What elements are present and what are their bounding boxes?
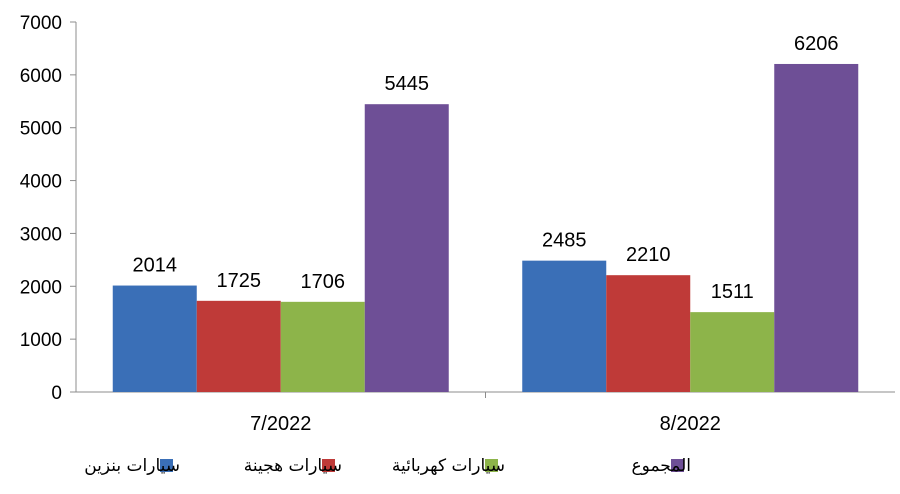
data-label: 5445 xyxy=(385,73,430,95)
y-tick-label: 3000 xyxy=(20,224,62,245)
data-label: 1725 xyxy=(217,270,262,292)
bar xyxy=(196,300,281,392)
bar xyxy=(774,63,859,393)
category-label: 8/2022 xyxy=(660,413,721,435)
legend-label: سيارات هجينة xyxy=(244,456,342,476)
bar xyxy=(280,301,365,392)
legend-label: المجموع xyxy=(632,456,691,476)
category-label: 7/2022 xyxy=(250,413,311,435)
y-tick-label: 4000 xyxy=(20,172,62,193)
legend-swatch xyxy=(671,459,684,472)
category-labels: 7/2022 8/2022 xyxy=(250,392,721,435)
data-label: 1706 xyxy=(301,271,346,293)
data-label: 6206 xyxy=(794,33,839,55)
legend-label: سيارات بنزين xyxy=(84,456,180,476)
legend-label: سيارات كهربائية xyxy=(392,456,505,476)
data-label: 2014 xyxy=(133,255,178,277)
data-labels: 2014 1725 1706 5445 2485 2210 1511 6206 xyxy=(133,33,839,303)
y-tick-labels: 0 1000 2000 3000 4000 5000 6000 7000 xyxy=(20,13,76,404)
legend-swatch xyxy=(322,459,335,472)
y-tick-label: 6000 xyxy=(20,66,62,87)
legend-swatch xyxy=(160,459,173,472)
bars xyxy=(112,63,859,393)
data-label: 2485 xyxy=(542,230,587,252)
bar xyxy=(364,104,449,392)
bar xyxy=(522,260,607,392)
y-tick-label: 7000 xyxy=(20,13,62,34)
y-tick-label: 0 xyxy=(51,383,62,404)
bar xyxy=(606,275,691,392)
bar xyxy=(112,285,197,392)
y-tick-label: 1000 xyxy=(20,330,62,351)
bar xyxy=(690,312,775,392)
y-tick-label: 5000 xyxy=(20,119,62,140)
y-tick-label: 2000 xyxy=(20,277,62,298)
data-label: 2210 xyxy=(626,244,671,266)
legend: سيارات بنزين سيارات هجينة سيارات كهربائية ا… xyxy=(84,456,691,476)
legend-swatch xyxy=(485,459,498,472)
data-label: 1511 xyxy=(711,281,754,303)
